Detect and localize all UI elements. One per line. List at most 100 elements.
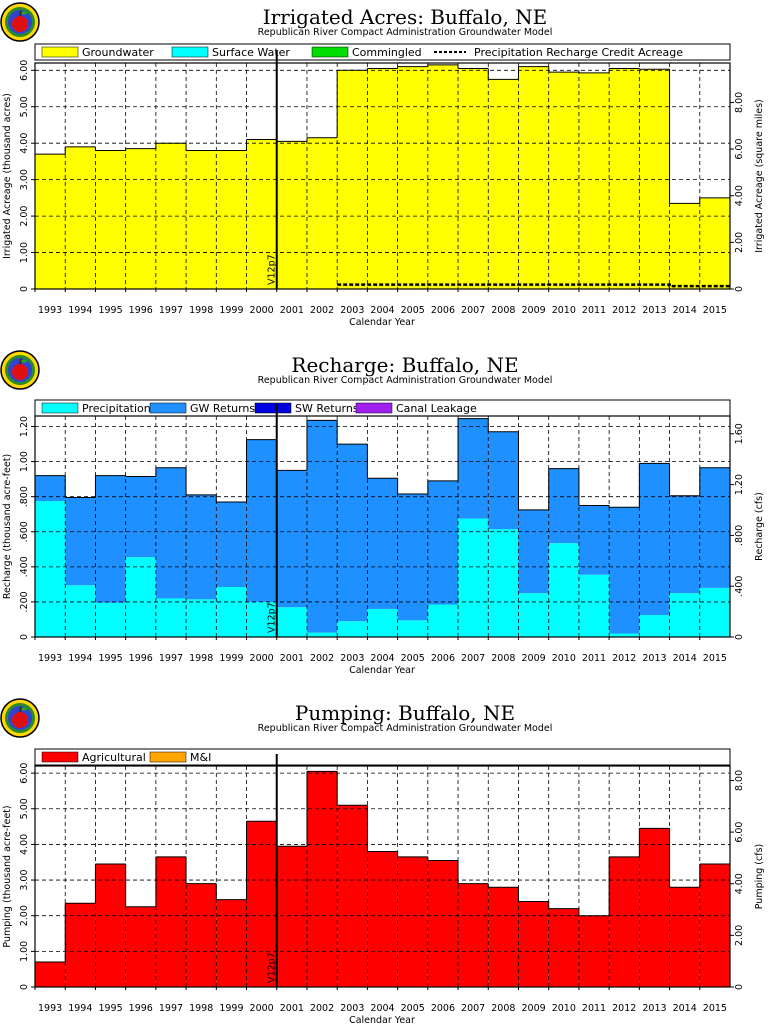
y-tick-label-4: .800 — [19, 486, 30, 507]
bar-1994-1 — [65, 497, 96, 586]
bar-2010-1 — [548, 468, 579, 544]
apple-leaf — [21, 11, 27, 15]
legend-label-2: SW Returns — [295, 402, 359, 415]
bar-2015-0 — [699, 197, 730, 289]
apple-icon — [12, 364, 28, 380]
legend-label-1: GW Returns — [190, 402, 255, 415]
bar-2007-0 — [458, 883, 489, 987]
recharge-panel: Recharge: Buffalo, NE Republican River Co… — [0, 348, 768, 688]
bar-1999-0 — [216, 899, 247, 987]
bar-1999-0 — [216, 587, 247, 637]
y-tick-label-4: 4.00 — [19, 133, 30, 154]
bar-2005-0 — [397, 856, 428, 987]
bar-1994-0 — [65, 903, 96, 987]
x-axis-label: Calendar Year — [349, 665, 415, 676]
apple-logo — [0, 698, 40, 738]
y-tick-label-0: 0 — [19, 984, 30, 990]
bar-1993-0 — [35, 501, 66, 637]
bar-2014-0 — [669, 593, 700, 637]
legend-swatch-2 — [254, 402, 292, 414]
bar-2012-1 — [609, 507, 640, 634]
x-tick-label-2008: 2008 — [491, 1003, 515, 1014]
x-tick-label-2002: 2002 — [310, 1003, 334, 1014]
bar-1994-0 — [65, 146, 96, 289]
bar-2003-1 — [337, 444, 368, 622]
x-tick-label-2009: 2009 — [521, 653, 545, 664]
y2-tick-label-4: 1.60 — [734, 423, 745, 444]
bar-1997-1 — [155, 467, 187, 599]
apple-icon — [12, 16, 28, 32]
y-tick-label-0: 0 — [19, 286, 30, 292]
legend-box — [34, 43, 731, 61]
x-tick-label-1994: 1994 — [68, 305, 92, 316]
x-tick-label-1993: 1993 — [38, 305, 62, 316]
x-tick-label-2001: 2001 — [280, 653, 304, 664]
x-tick-label-2010: 2010 — [552, 653, 576, 664]
bar-2004-1 — [367, 478, 398, 609]
y-tick-label-6: 6.00 — [19, 763, 30, 784]
y2-tick-label-4: 8.00 — [734, 770, 745, 791]
legend-swatch-3 — [355, 402, 393, 414]
y2-tick-label-2: .800 — [734, 525, 745, 546]
bar-2005-1 — [397, 494, 428, 621]
bar-1994-0 — [65, 585, 96, 637]
x-tick-label-2009: 2009 — [521, 305, 545, 316]
bar-2013-0 — [639, 828, 670, 987]
apple-leaf — [21, 359, 27, 363]
bar-2009-0 — [518, 901, 549, 987]
y2-tick-label-0: 0 — [734, 984, 745, 990]
bar-2009-0 — [518, 593, 549, 637]
x-tick-label-1996: 1996 — [129, 653, 153, 664]
bar-1996-0 — [125, 906, 156, 987]
x-tick-label-2014: 2014 — [673, 1003, 697, 1014]
y2-tick-label-3: 1.20 — [734, 474, 745, 495]
x-tick-label-1997: 1997 — [159, 653, 183, 664]
y-tick-label-0: 0 — [19, 634, 30, 640]
bar-1999-1 — [216, 501, 247, 588]
bar-2011-0 — [578, 574, 610, 637]
bar-2008-0 — [488, 529, 519, 637]
y2-tick-label-0: 0 — [734, 286, 745, 292]
x-tick-label-1996: 1996 — [129, 1003, 153, 1014]
chart-subtitle: Republican River Compact Administration … — [258, 375, 553, 386]
y-tick-label-6: 1.20 — [19, 416, 30, 437]
bar-2007-0 — [458, 518, 489, 637]
bar-1997-0 — [155, 598, 187, 637]
y2-tick-label-1: .400 — [734, 576, 745, 597]
irrigated-acres-panel: Irrigated Acres: Buffalo, NE Republican R… — [0, 0, 768, 340]
bar-2014-0 — [669, 887, 700, 987]
apple-logo — [0, 350, 40, 390]
x-tick-label-2011: 2011 — [582, 1003, 606, 1014]
x-tick-label-1995: 1995 — [98, 1003, 122, 1014]
bar-2007-0 — [458, 68, 489, 289]
bar-1998-1 — [186, 494, 217, 600]
bar-2013-0 — [639, 69, 670, 289]
bar-1995-0 — [95, 150, 126, 289]
y2-axis-label: Pumping (cfs) — [754, 844, 765, 910]
bar-2006-0 — [427, 64, 459, 290]
x-tick-label-2011: 2011 — [582, 305, 606, 316]
x-tick-label-2003: 2003 — [340, 305, 364, 316]
y2-tick-label-1: 2.00 — [734, 925, 745, 946]
bar-2009-0 — [518, 66, 549, 289]
bar-1993-0 — [35, 962, 66, 987]
chart-title: Irrigated Acres: Buffalo, NE — [263, 5, 548, 29]
legend-label-1: Surface Water — [212, 46, 290, 59]
y2-tick-label-0: 0 — [734, 634, 745, 640]
bar-2006-0 — [427, 604, 459, 637]
bar-2005-0 — [397, 620, 428, 637]
y2-axis-label: Irrigated Acreage (square miles) — [754, 99, 765, 253]
y-tick-label-2: .400 — [19, 556, 30, 577]
bar-2004-0 — [367, 68, 398, 289]
bar-2010-0 — [548, 72, 579, 289]
bar-2012-0 — [609, 856, 640, 987]
apple-stem — [19, 10, 22, 17]
legend-label-0: Agricultural — [82, 751, 146, 764]
y2-tick-label-2: 4.00 — [734, 873, 745, 894]
x-tick-label-2003: 2003 — [340, 653, 364, 664]
legend-box — [34, 748, 731, 766]
x-tick-label-1999: 1999 — [219, 305, 243, 316]
x-tick-label-2007: 2007 — [461, 305, 485, 316]
